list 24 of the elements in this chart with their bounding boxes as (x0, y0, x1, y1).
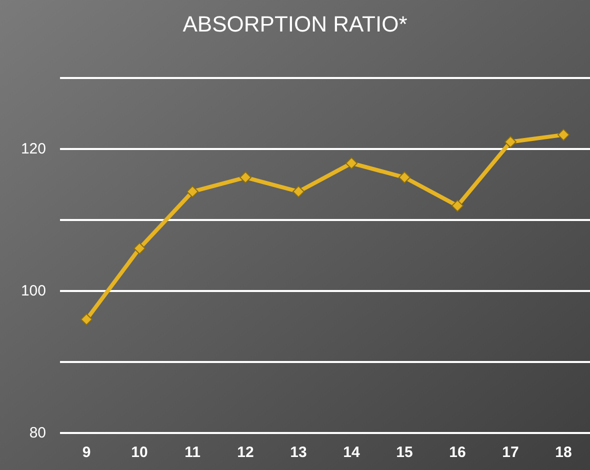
x-tick-label: 18 (555, 444, 572, 461)
x-tick-label: 9 (82, 444, 91, 461)
point (504, 136, 516, 148)
point (80, 313, 92, 326)
x-tick-label: 14 (343, 444, 360, 461)
x-tick-label: 12 (237, 444, 254, 461)
x-tick-label: 15 (396, 444, 413, 461)
point (346, 157, 358, 170)
y-tick-label: 100 (20, 282, 46, 300)
point (452, 200, 464, 212)
y-tick-label: 80 (29, 424, 46, 442)
point (558, 128, 570, 141)
chart-title: ABSORPTION RATIO* (182, 12, 408, 36)
point (240, 171, 252, 184)
point (398, 171, 410, 184)
y-tick-label: 120 (20, 140, 46, 158)
x-tick-label: 10 (131, 444, 148, 461)
point (292, 186, 304, 198)
point (186, 186, 198, 198)
x-tick-label: 11 (184, 444, 200, 461)
x-tick-label: 13 (290, 444, 307, 461)
point (134, 242, 146, 254)
x-tick-label: 17 (502, 444, 519, 461)
x-tick-label: 16 (449, 444, 466, 461)
